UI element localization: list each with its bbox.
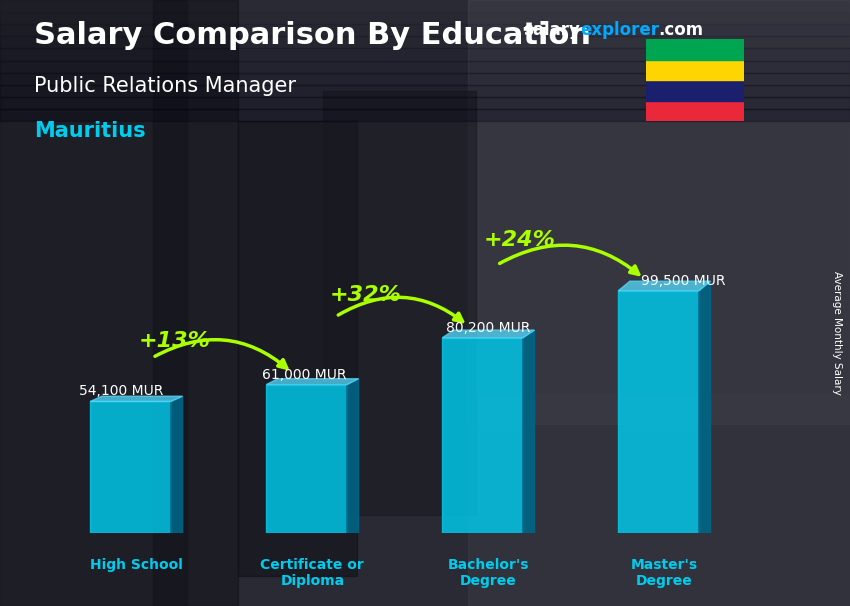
Bar xyxy=(0,97,850,109)
Bar xyxy=(0,85,850,97)
Text: Average Monthly Salary: Average Monthly Salary xyxy=(832,271,842,395)
Text: 54,100 MUR: 54,100 MUR xyxy=(79,384,163,398)
Polygon shape xyxy=(442,330,535,338)
Bar xyxy=(0,61,850,73)
Polygon shape xyxy=(171,396,183,533)
Bar xyxy=(646,39,744,60)
Text: Salary Comparison By Education: Salary Comparison By Education xyxy=(34,21,591,50)
Bar xyxy=(238,121,357,576)
Text: explorer: explorer xyxy=(581,21,660,39)
FancyArrowPatch shape xyxy=(338,298,462,322)
Bar xyxy=(0,109,850,121)
Bar xyxy=(0,12,850,24)
Text: +32%: +32% xyxy=(329,285,401,305)
FancyArrowPatch shape xyxy=(155,339,286,368)
Polygon shape xyxy=(699,281,711,533)
Text: +24%: +24% xyxy=(484,230,555,250)
Bar xyxy=(646,60,744,80)
Text: 99,500 MUR: 99,500 MUR xyxy=(641,274,725,288)
Bar xyxy=(468,394,850,606)
Text: salary: salary xyxy=(523,21,580,39)
Bar xyxy=(0,73,850,85)
Text: +13%: +13% xyxy=(139,331,211,351)
Polygon shape xyxy=(90,396,183,402)
Bar xyxy=(0,48,850,61)
Text: Public Relations Manager: Public Relations Manager xyxy=(34,76,296,96)
Polygon shape xyxy=(618,281,711,291)
Text: .com: .com xyxy=(659,21,704,39)
Polygon shape xyxy=(266,379,359,385)
Text: High School: High School xyxy=(90,558,183,571)
Text: Master's
Degree: Master's Degree xyxy=(631,558,698,588)
Bar xyxy=(153,0,238,606)
Bar xyxy=(266,385,347,533)
Bar xyxy=(468,0,850,424)
Bar xyxy=(90,402,171,533)
Bar xyxy=(323,91,476,515)
Text: Bachelor's
Degree: Bachelor's Degree xyxy=(448,558,529,588)
Text: 80,200 MUR: 80,200 MUR xyxy=(446,321,530,335)
Bar xyxy=(0,0,187,606)
Bar xyxy=(646,80,744,101)
Text: Certificate or
Diploma: Certificate or Diploma xyxy=(260,558,365,588)
Bar xyxy=(618,291,699,533)
Polygon shape xyxy=(523,330,535,533)
Bar xyxy=(0,24,850,36)
FancyArrowPatch shape xyxy=(500,245,638,275)
Bar xyxy=(0,36,850,48)
Bar xyxy=(646,101,744,121)
Bar xyxy=(0,0,850,12)
Text: 61,000 MUR: 61,000 MUR xyxy=(263,368,347,382)
Bar xyxy=(442,338,523,533)
Text: Mauritius: Mauritius xyxy=(34,121,145,141)
Polygon shape xyxy=(347,379,359,533)
